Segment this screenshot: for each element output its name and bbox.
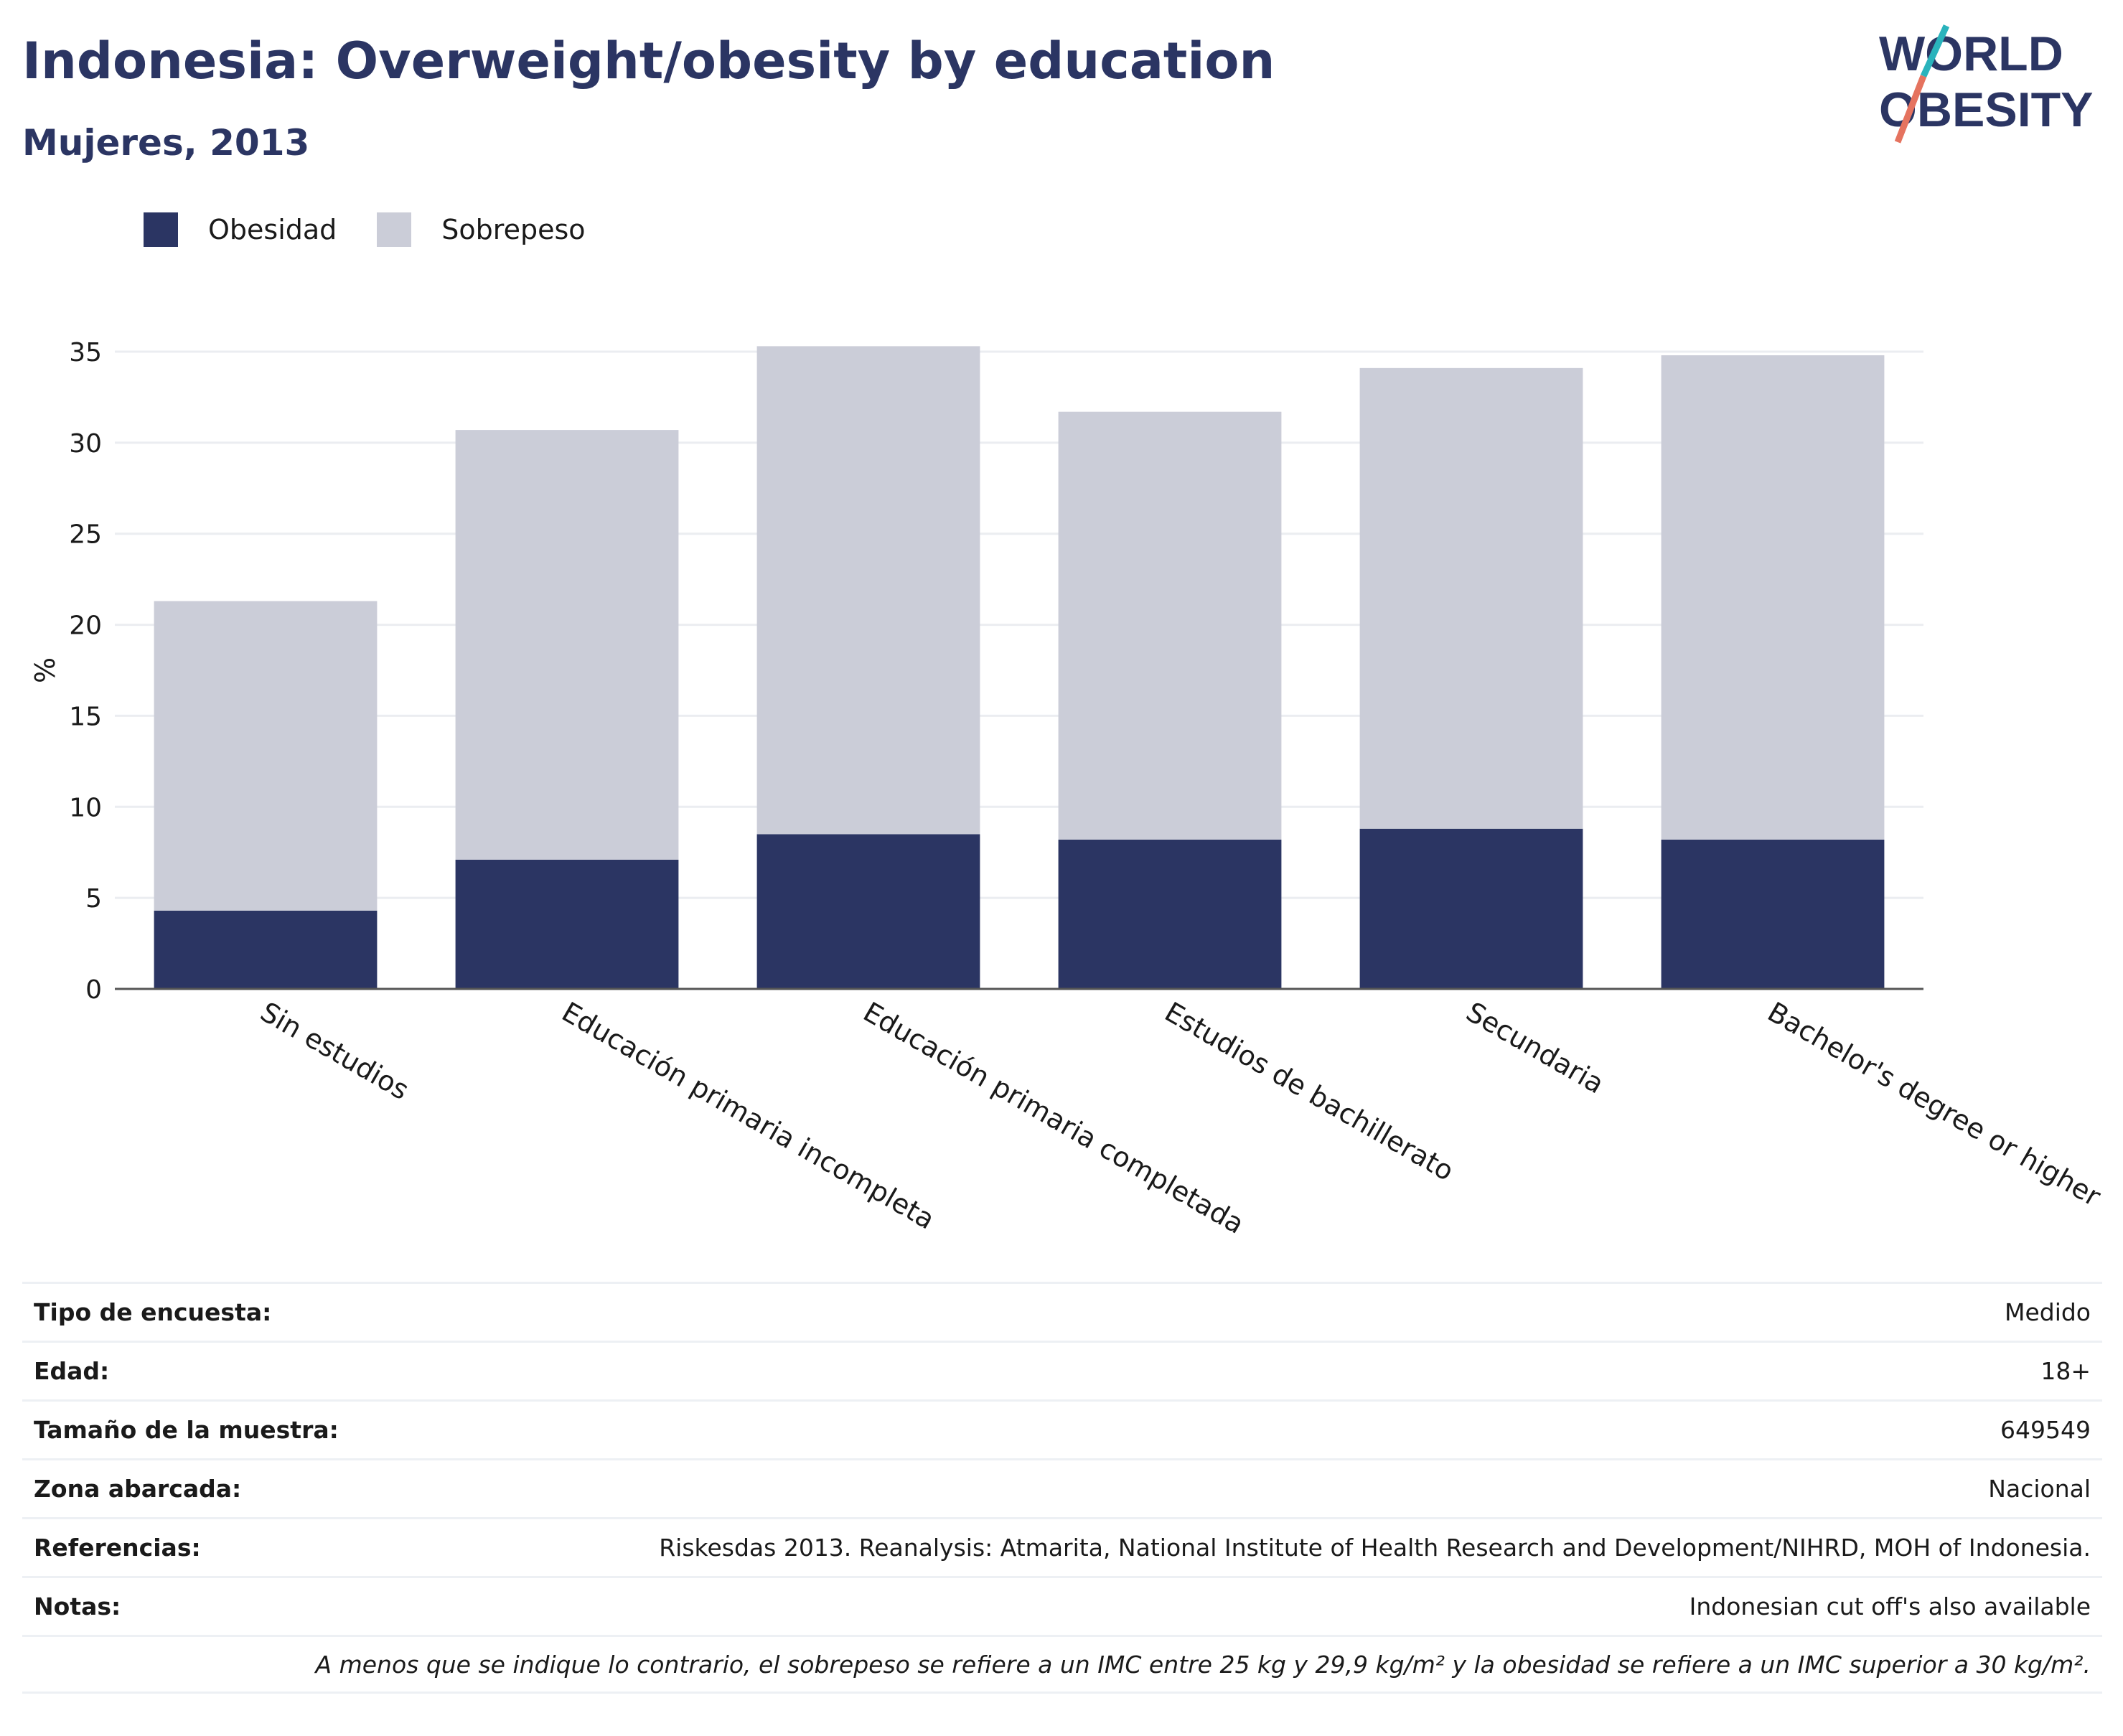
y-tick-label: 35 <box>69 338 102 367</box>
bar-obesidad <box>154 910 378 989</box>
bar-sobrepeso <box>1661 355 1885 840</box>
x-tick-label: Secundaria <box>1461 996 1610 1100</box>
world-obesity-logo: WORLD OBESITY <box>1879 24 2094 144</box>
chart-title: Indonesia: Overweight/obesity by educati… <box>22 32 1275 90</box>
info-value: 649549 <box>2000 1416 2091 1444</box>
info-value: 18+ <box>2040 1357 2091 1385</box>
y-tick-label: 30 <box>69 429 102 459</box>
info-label: Zona abarcada: <box>34 1475 242 1503</box>
legend-swatch-obesidad <box>144 212 178 247</box>
bar-sobrepeso <box>154 601 378 911</box>
bar-obesidad <box>756 834 980 989</box>
bar-sobrepeso <box>756 346 980 835</box>
legend-label-sobrepeso: Sobrepeso <box>441 214 586 245</box>
y-tick-label: 15 <box>69 702 102 731</box>
logo-line1: WORLD <box>1879 27 2063 81</box>
legend-item-obesidad[interactable]: Obesidad <box>144 212 337 247</box>
info-label: Edad: <box>34 1357 110 1385</box>
info-label: Notas: <box>34 1592 121 1620</box>
bar-sobrepeso <box>1058 411 1282 840</box>
definition-note: A menos que se indique lo contrario, el … <box>315 1650 2091 1679</box>
bar-obesidad <box>1661 839 1885 989</box>
y-tick-label: 10 <box>69 793 102 822</box>
info-label: Tipo de encuesta: <box>34 1298 272 1326</box>
x-tick-label: Sin estudios <box>256 996 415 1106</box>
bar-sobrepeso <box>455 430 679 860</box>
info-row-notes: Notas: Indonesian cut off's also availab… <box>22 1576 2102 1635</box>
bar-obesidad <box>1058 839 1282 989</box>
y-tick-label: 20 <box>69 611 102 641</box>
legend-item-sobrepeso[interactable]: Sobrepeso <box>377 212 586 247</box>
info-row-sample-size: Tamaño de la muestra: 649549 <box>22 1399 2102 1458</box>
legend-label-obesidad: Obesidad <box>208 214 337 245</box>
info-value: Nacional <box>1988 1475 2091 1503</box>
x-tick-label: Bachelor's degree or higher <box>1763 996 2106 1213</box>
logo-slash-bottom <box>1894 75 1927 144</box>
y-tick-label: 5 <box>85 884 102 914</box>
legend-swatch-sobrepeso <box>377 212 412 247</box>
info-value: Indonesian cut off's also available <box>1689 1592 2091 1620</box>
info-value: Riskesdas 2013. Reanalysis: Atmarita, Na… <box>659 1534 2091 1562</box>
bar-sobrepeso <box>1359 367 1583 829</box>
bar-obesidad <box>455 859 679 989</box>
info-row-survey-type: Tipo de encuesta: Medido <box>22 1282 2102 1341</box>
info-label: Referencias: <box>34 1534 201 1562</box>
bar-obesidad <box>1359 828 1583 989</box>
info-row-coverage: Zona abarcada: Nacional <box>22 1458 2102 1517</box>
logo-slash-top <box>1920 24 1950 78</box>
y-axis-label: % <box>29 657 61 683</box>
y-tick-label: 0 <box>85 975 102 1005</box>
info-value: Medido <box>2004 1298 2091 1326</box>
x-tick-label: Estudios de bachillerato <box>1160 996 1459 1187</box>
y-tick-label: 25 <box>69 520 102 550</box>
info-row-age: Edad: 18+ <box>22 1341 2102 1399</box>
info-row-definition-note: A menos que se indique lo contrario, el … <box>22 1635 2102 1694</box>
chart-subtitle: Mujeres, 2013 <box>22 122 310 164</box>
info-label: Tamaño de la muestra: <box>34 1416 339 1444</box>
info-row-references: Referencias: Riskesdas 2013. Reanalysis:… <box>22 1517 2102 1576</box>
chart-legend: Obesidad Sobrepeso <box>144 212 626 247</box>
survey-info-table: Tipo de encuesta: Medido Edad: 18+ Tamañ… <box>22 1282 2102 1694</box>
